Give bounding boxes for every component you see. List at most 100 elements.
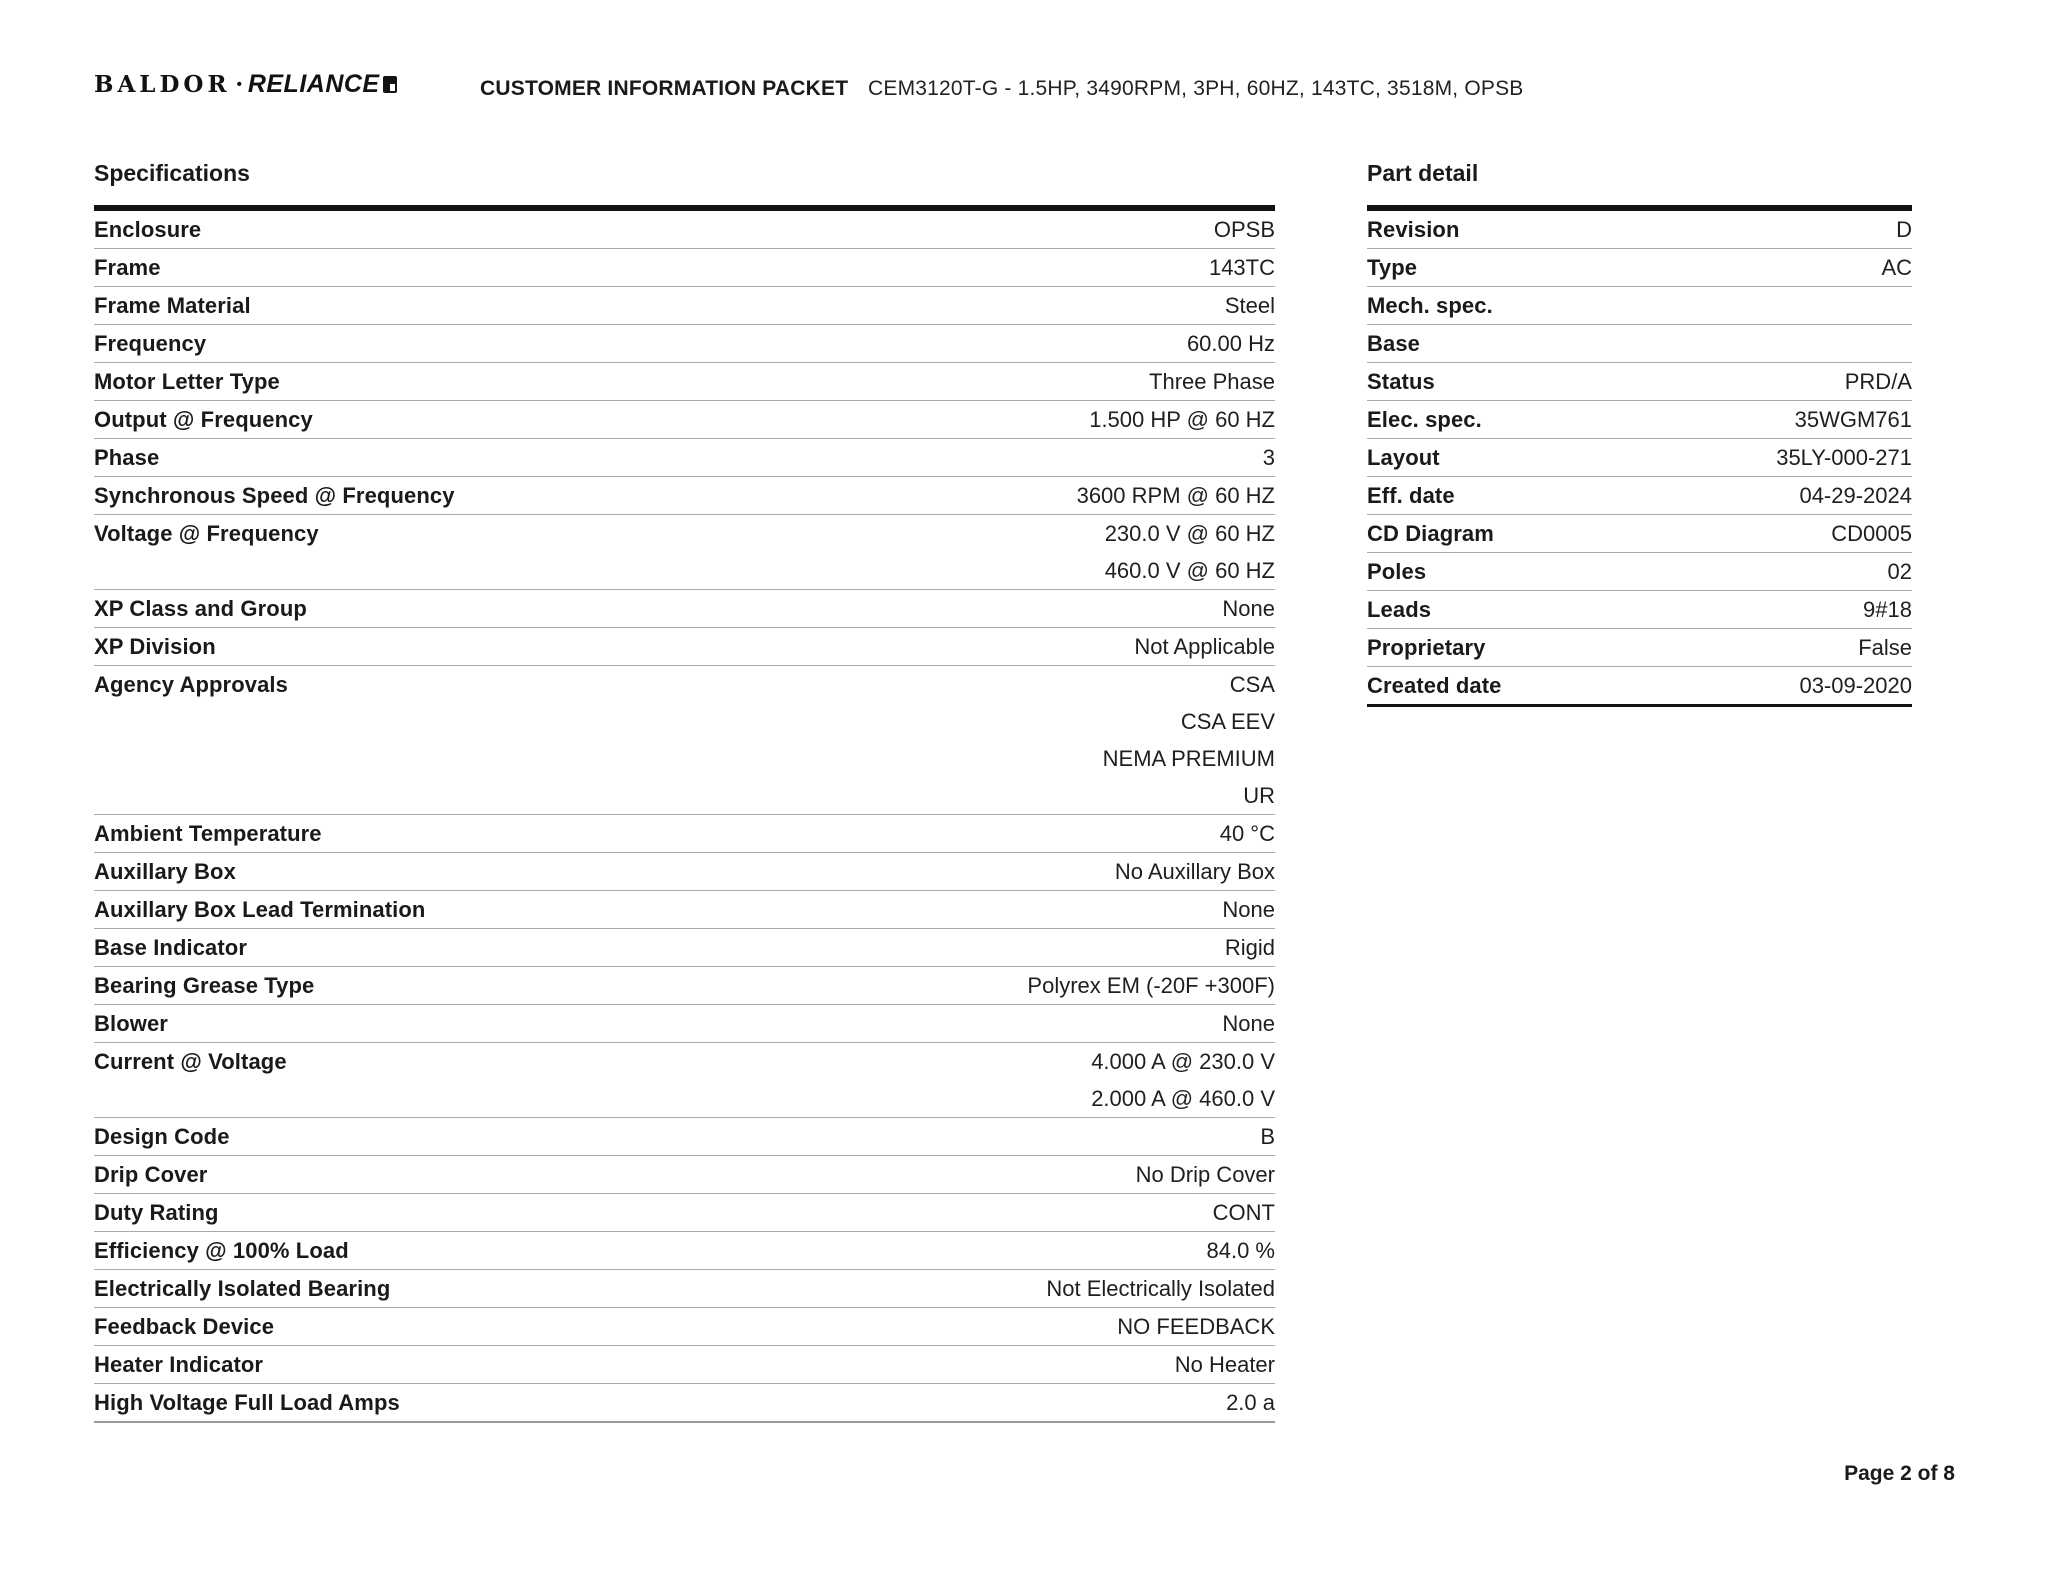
row-label: Elec. spec. xyxy=(1367,407,1482,432)
table-row: Feedback Device NO FEEDBACK xyxy=(94,1308,1275,1346)
table-row: Type AC xyxy=(1367,249,1912,287)
row-label: Ambient Temperature xyxy=(94,821,322,846)
row-value: 4.000 A @ 230.0 V 2.000 A @ 460.0 V xyxy=(1091,1049,1275,1111)
table-row: Phase 3 xyxy=(94,439,1275,477)
table-row: CD Diagram CD0005 xyxy=(1367,515,1912,553)
table-row: Design Code B xyxy=(94,1118,1275,1156)
row-value: None xyxy=(1222,1011,1275,1036)
row-value: D xyxy=(1896,217,1912,242)
row-label: Layout xyxy=(1367,445,1440,470)
row-value: 3 xyxy=(1262,445,1275,470)
document-subtitle-model-string: CEM3120T-G - 1.5HP, 3490RPM, 3PH, 60HZ, … xyxy=(868,77,1524,100)
row-label: Frame Material xyxy=(94,293,251,318)
row-value: 230.0 V @ 60 HZ 460.0 V @ 60 HZ xyxy=(1104,521,1275,583)
row-label: Heater Indicator xyxy=(94,1352,264,1377)
row-label: Feedback Device xyxy=(94,1314,275,1339)
row-value: No Drip Cover xyxy=(1135,1162,1275,1187)
row-value: PRD/A xyxy=(1844,369,1912,394)
row-label: Efficiency @ 100% Load xyxy=(94,1238,349,1263)
row-label: Status xyxy=(1367,369,1435,394)
row-label: Created date xyxy=(1367,673,1502,698)
table-row: Efficiency @ 100% Load 84.0 % xyxy=(94,1232,1275,1270)
part-detail-table: Revision D Type AC Mech. spec. Base Status PRD/… xyxy=(1367,205,1912,707)
table-row: Poles 02 xyxy=(1367,553,1912,591)
row-label: Duty Rating xyxy=(94,1200,219,1225)
row-label: Enclosure xyxy=(94,217,202,242)
row-label: High Voltage Full Load Amps xyxy=(94,1390,400,1415)
row-value: 3600 RPM @ 60 HZ xyxy=(1076,483,1275,508)
table-row: Agency Approvals CSA CSA EEV NEMA PREMIUM UR xyxy=(94,666,1275,815)
row-value: None xyxy=(1222,897,1275,922)
table-row: Heater Indicator No Heater xyxy=(94,1346,1275,1384)
part-detail-section-title: Part detail xyxy=(1367,160,1479,186)
baldor-reliance-logo: BALDOR • RELIANCE xyxy=(94,70,397,99)
table-row: XP Class and Group None xyxy=(94,590,1275,628)
row-label: Agency Approvals xyxy=(94,672,288,697)
table-row: Revision D xyxy=(1367,211,1912,249)
table-row: Status PRD/A xyxy=(1367,363,1912,401)
page-number-label: Page 2 of 8 xyxy=(1844,1462,1955,1485)
row-value: 84.0 % xyxy=(1206,1238,1276,1263)
table-row: Frame 143TC xyxy=(94,249,1275,287)
row-label: Electrically Isolated Bearing xyxy=(94,1276,391,1301)
row-value: 04-29-2024 xyxy=(1799,483,1912,508)
row-value: Polyrex EM (-20F +300F) xyxy=(1027,973,1275,998)
row-value: 02 xyxy=(1887,559,1912,584)
specifications-section-title: Specifications xyxy=(94,160,250,186)
logo-registered-mark-icon xyxy=(382,76,397,93)
table-row: High Voltage Full Load Amps 2.0 a xyxy=(94,1384,1275,1423)
row-label: Proprietary xyxy=(1367,635,1486,660)
row-label: Synchronous Speed @ Frequency xyxy=(94,483,455,508)
table-row: Duty Rating CONT xyxy=(94,1194,1275,1232)
row-value: 2.0 a xyxy=(1226,1390,1275,1415)
table-row: Ambient Temperature 40 °C xyxy=(94,815,1275,853)
table-row: Proprietary False xyxy=(1367,629,1912,667)
table-row: Auxillary Box No Auxillary Box xyxy=(94,853,1275,891)
row-value: NO FEEDBACK xyxy=(1117,1314,1275,1339)
table-row: Auxillary Box Lead Termination None xyxy=(94,891,1275,929)
table-row: Base xyxy=(1367,325,1912,363)
row-label: Auxillary Box xyxy=(94,859,236,884)
table-row: Layout 35LY-000-271 xyxy=(1367,439,1912,477)
row-value: CD0005 xyxy=(1831,521,1912,546)
row-label: Phase xyxy=(94,445,160,470)
row-label: Blower xyxy=(94,1011,168,1036)
row-value: 143TC xyxy=(1208,255,1275,280)
row-value: 40 °C xyxy=(1219,821,1275,846)
specifications-table: Enclosure OPSB Frame 143TC Frame Material Ste… xyxy=(94,205,1275,1423)
table-row: Drip Cover No Drip Cover xyxy=(94,1156,1275,1194)
row-label: Bearing Grease Type xyxy=(94,973,315,998)
row-value: None xyxy=(1222,596,1275,621)
table-row: Eff. date 04-29-2024 xyxy=(1367,477,1912,515)
row-label: Base Indicator xyxy=(94,935,248,960)
table-row: Frame Material Steel xyxy=(94,287,1275,325)
logo-baldor-text: BALDOR xyxy=(94,71,231,98)
logo-reliance-text: RELIANCE xyxy=(247,70,380,98)
row-label: Frame xyxy=(94,255,161,280)
row-value: No Heater xyxy=(1174,1352,1275,1377)
row-label: CD Diagram xyxy=(1367,521,1494,546)
row-value xyxy=(1420,325,1912,362)
row-label: XP Division xyxy=(94,634,216,659)
row-value: CSA CSA EEV NEMA PREMIUM UR xyxy=(1102,672,1275,808)
row-label: Current @ Voltage xyxy=(94,1049,287,1074)
row-label: Auxillary Box Lead Termination xyxy=(94,897,426,922)
table-row: Current @ Voltage 4.000 A @ 230.0 V 2.000 … xyxy=(94,1043,1275,1118)
table-row: Frequency 60.00 Hz xyxy=(94,325,1275,363)
table-row: Bearing Grease Type Polyrex EM (-20F +300… xyxy=(94,967,1275,1005)
table-row: Voltage @ Frequency 230.0 V @ 60 HZ 460.0 … xyxy=(94,515,1275,590)
table-row: Base Indicator Rigid xyxy=(94,929,1275,967)
row-value: 03-09-2020 xyxy=(1799,673,1912,698)
table-row: Synchronous Speed @ Frequency 3600 RPM @ … xyxy=(94,477,1275,515)
row-label: Voltage @ Frequency xyxy=(94,521,319,546)
row-label: Leads xyxy=(1367,597,1432,622)
row-value: CONT xyxy=(1212,1200,1275,1225)
table-row: Enclosure OPSB xyxy=(94,211,1275,249)
row-value: Not Applicable xyxy=(1134,634,1275,659)
row-value: 35LY-000-271 xyxy=(1776,445,1912,470)
row-value: False xyxy=(1858,635,1912,660)
row-value: 1.500 HP @ 60 HZ xyxy=(1089,407,1275,432)
table-row: Created date 03-09-2020 xyxy=(1367,667,1912,707)
row-label: Eff. date xyxy=(1367,483,1455,508)
row-value: OPSB xyxy=(1213,217,1275,242)
